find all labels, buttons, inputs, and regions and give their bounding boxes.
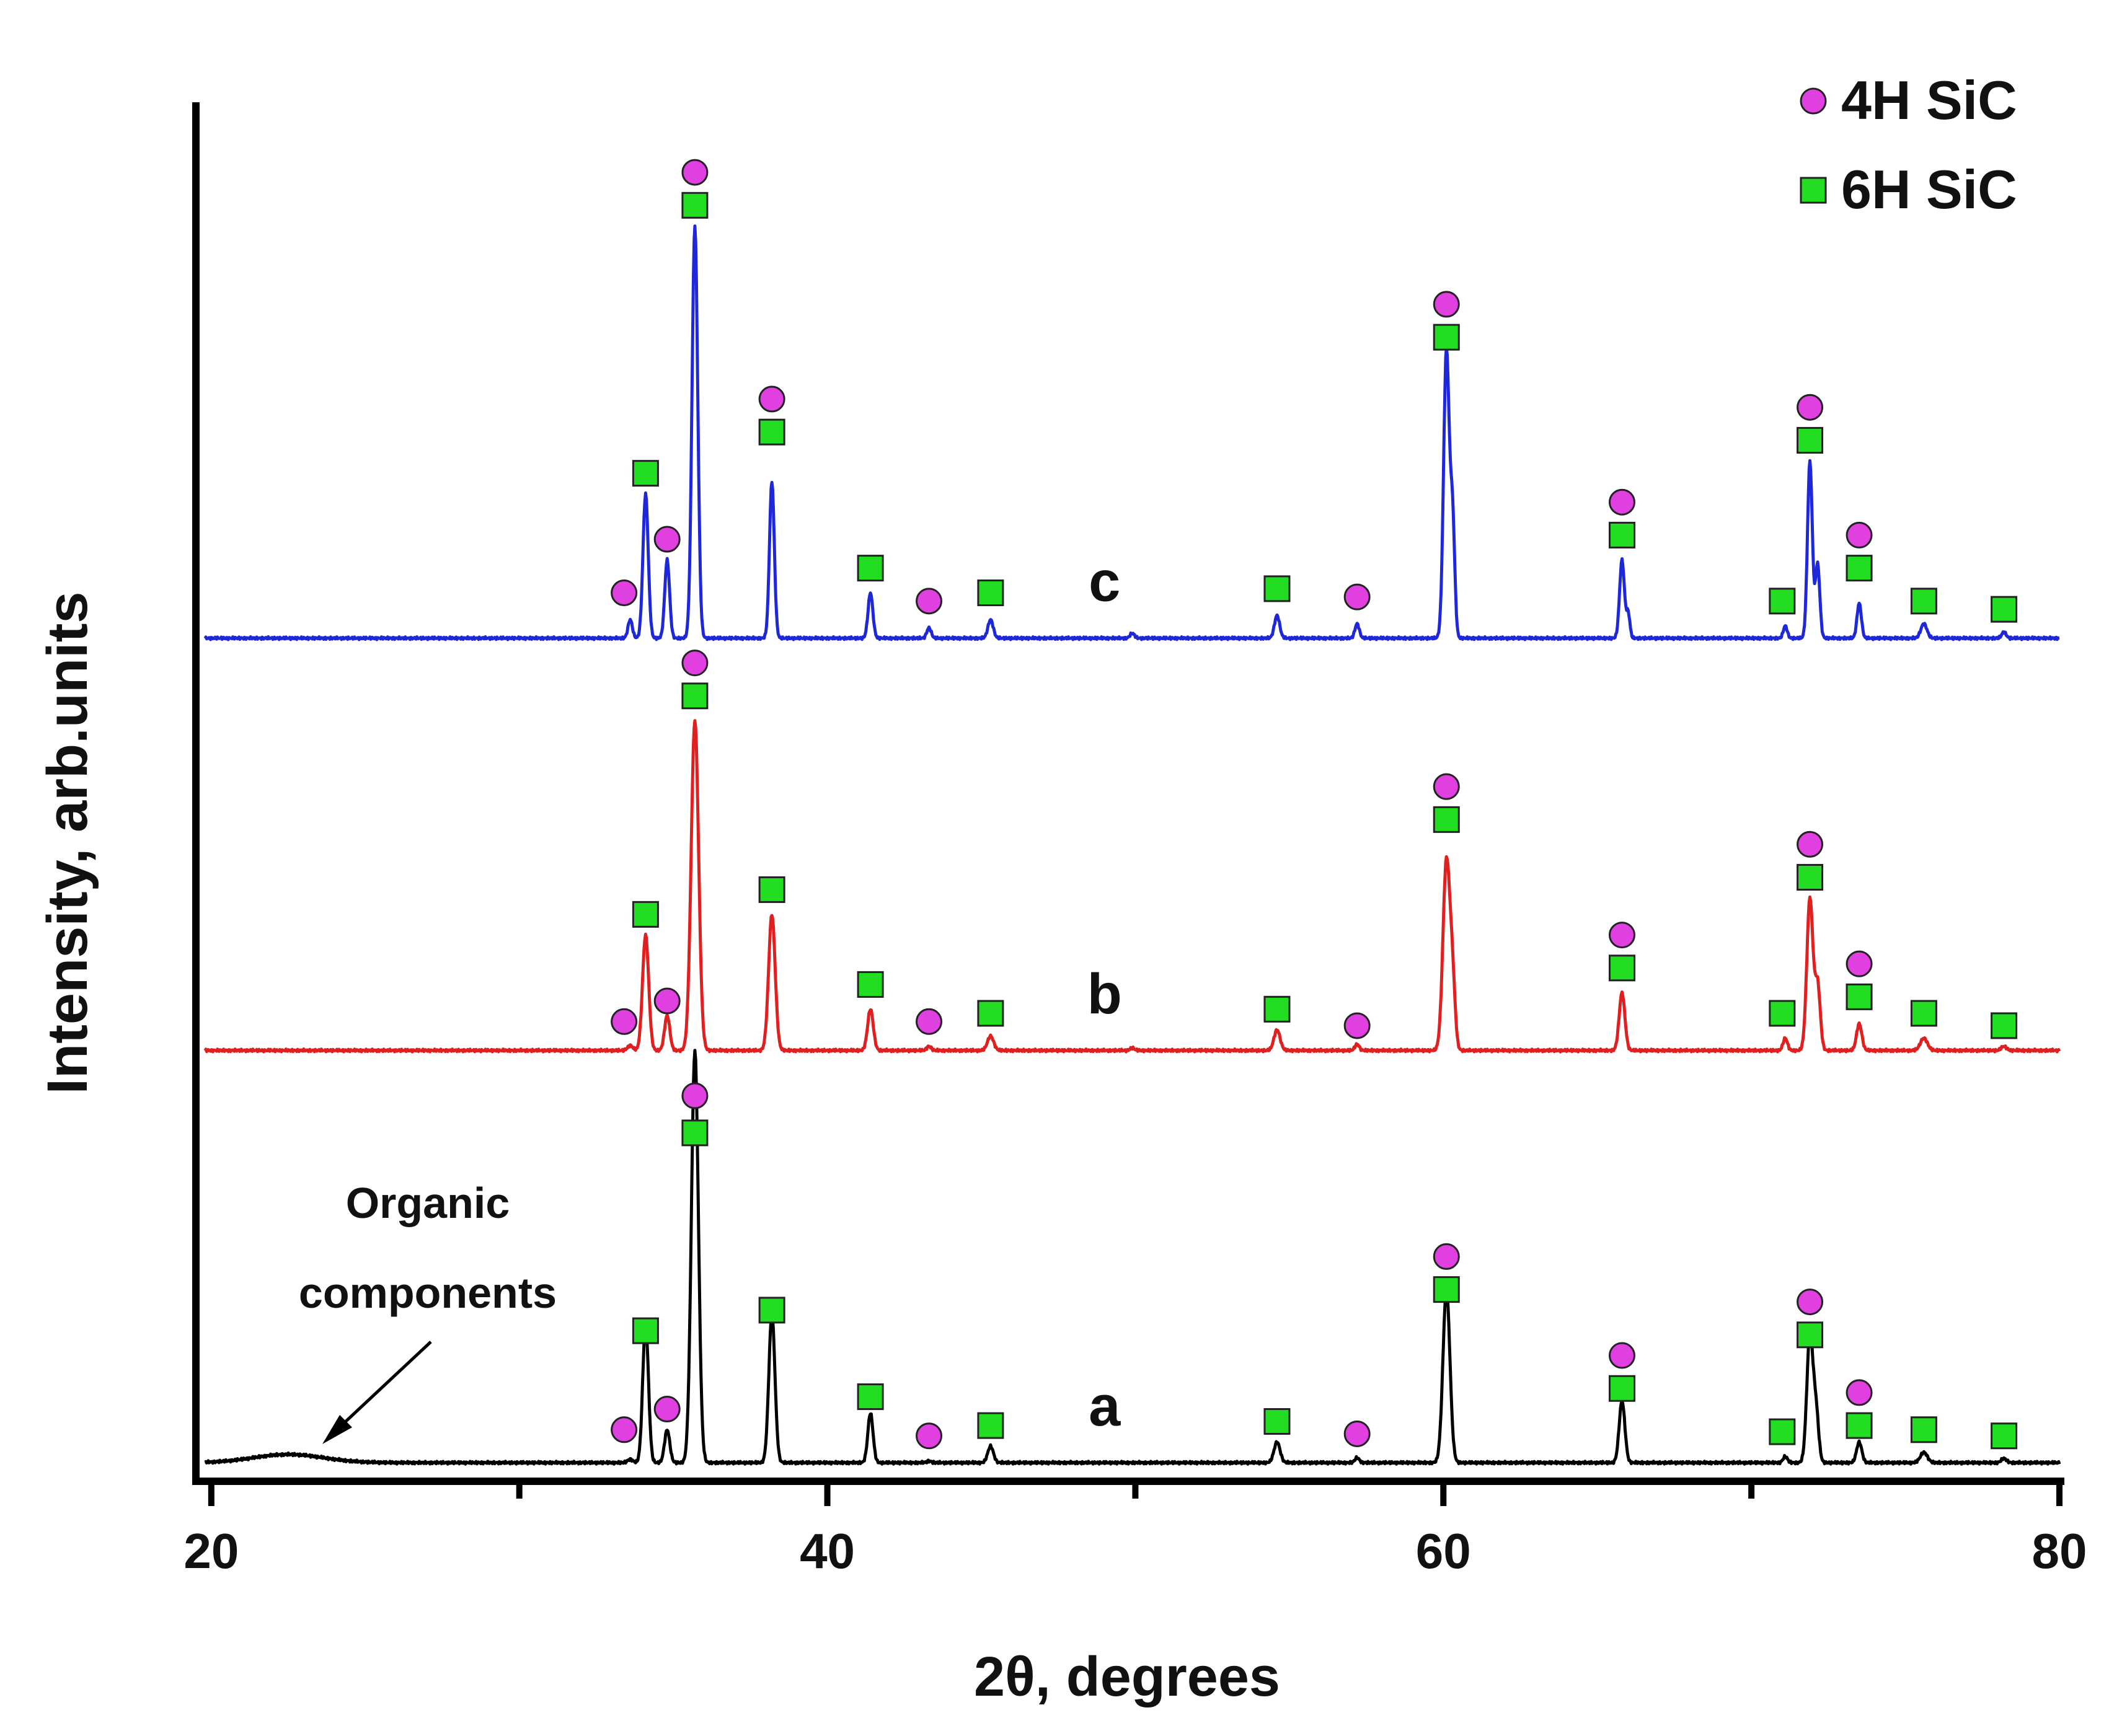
marker-6h-c: [1263, 575, 1291, 602]
markers-layer: [611, 159, 2018, 1450]
marker-6h-b: [1797, 863, 1824, 891]
marker-6h-c: [1608, 521, 1635, 549]
marker-6h-a: [857, 1383, 884, 1411]
annotation-line1: Organic: [346, 1179, 510, 1227]
marker-6h-b: [632, 901, 659, 928]
marker-6h-a: [1797, 1321, 1824, 1349]
marker-4h-a: [1343, 1420, 1371, 1447]
x-ticks: 20 40 60 80: [183, 1481, 2087, 1579]
x-tick-label: 20: [183, 1523, 239, 1579]
marker-4h-a: [653, 1396, 681, 1423]
legend: 4H SiC 6H SiC: [1800, 69, 2017, 220]
marker-4h-c: [1797, 394, 1824, 421]
marker-6h-c: [758, 418, 785, 446]
marker-4h-b: [1433, 773, 1460, 800]
marker-4h-a: [1846, 1379, 1873, 1406]
marker-6h-b: [857, 971, 884, 998]
marker-6h-a: [1991, 1422, 2018, 1450]
annotation-line2: components: [299, 1269, 557, 1317]
marker-6h-b: [758, 876, 785, 903]
marker-6h-b: [1433, 806, 1460, 833]
legend-4h-marker: [1800, 87, 1827, 115]
marker-4h-b: [681, 650, 709, 677]
marker-6h-b: [977, 1000, 1004, 1027]
marker-4h-a: [611, 1416, 638, 1443]
marker-6h-b: [681, 682, 709, 710]
marker-6h-a: [632, 1317, 659, 1344]
marker-6h-c: [681, 192, 709, 219]
x-tick-label: 60: [1416, 1523, 1471, 1579]
marker-6h-b: [1263, 995, 1291, 1023]
series-c-line: [203, 224, 2061, 641]
marker-6h-b: [1769, 1000, 1796, 1027]
marker-4h-c: [758, 386, 785, 413]
marker-6h-a: [1910, 1416, 1937, 1443]
marker-4h-b: [1343, 1012, 1371, 1039]
marker-4h-c: [1608, 488, 1635, 516]
marker-4h-a: [681, 1082, 709, 1109]
marker-4h-c: [916, 588, 943, 615]
marker-4h-a: [916, 1422, 943, 1450]
marker-6h-a: [1433, 1276, 1460, 1303]
series-b-label: b: [1087, 963, 1122, 1026]
y-axis-title: Intensity, arb.units: [36, 591, 99, 1094]
x-tick-label: 80: [2032, 1523, 2087, 1579]
marker-6h-b: [1608, 954, 1635, 982]
marker-4h-c: [681, 159, 709, 186]
marker-6h-c: [1846, 555, 1873, 582]
marker-4h-b: [1608, 922, 1635, 949]
marker-6h-b: [1910, 1000, 1937, 1027]
marker-6h-c: [632, 460, 659, 487]
x-axis-title: 2θ, degrees: [974, 1646, 1280, 1708]
legend-6h-label: 6H SiC: [1841, 159, 2017, 220]
annotation-arrow-head: [322, 1415, 352, 1444]
series-a-line: [204, 1049, 2061, 1466]
marker-4h-c: [653, 526, 681, 553]
marker-6h-c: [977, 579, 1004, 607]
marker-6h-a: [1769, 1418, 1796, 1445]
marker-4h-b: [916, 1008, 943, 1035]
marker-6h-c: [857, 555, 884, 582]
curves-layer: a b c: [203, 224, 2061, 1466]
marker-6h-a: [681, 1119, 709, 1147]
marker-6h-c: [1433, 324, 1460, 351]
marker-4h-b: [1797, 831, 1824, 858]
marker-6h-c: [1910, 588, 1937, 615]
marker-4h-a: [1433, 1243, 1460, 1270]
series-a-label: a: [1089, 1375, 1121, 1438]
legend-6h-marker: [1800, 177, 1827, 204]
marker-4h-c: [611, 579, 638, 607]
organic-annotation: Organic components: [299, 1179, 557, 1444]
marker-6h-a: [1846, 1412, 1873, 1439]
marker-6h-a: [1608, 1375, 1635, 1402]
series-b-line: [203, 719, 2061, 1054]
marker-6h-c: [1769, 588, 1796, 615]
legend-4h-label: 4H SiC: [1841, 69, 2017, 131]
marker-4h-a: [1608, 1342, 1635, 1369]
marker-6h-b: [1991, 1012, 2018, 1039]
marker-6h-c: [1797, 426, 1824, 454]
marker-4h-b: [1846, 950, 1873, 977]
series-c-label: c: [1089, 550, 1120, 614]
marker-4h-b: [653, 987, 681, 1015]
marker-6h-b: [1846, 983, 1873, 1010]
marker-4h-b: [611, 1008, 638, 1035]
marker-6h-c: [1991, 596, 2018, 623]
marker-6h-a: [977, 1412, 1004, 1439]
marker-4h-c: [1343, 583, 1371, 610]
marker-6h-a: [758, 1297, 785, 1324]
x-tick-label: 40: [800, 1523, 855, 1579]
marker-4h-c: [1846, 521, 1873, 549]
marker-4h-a: [1797, 1289, 1824, 1316]
marker-4h-c: [1433, 291, 1460, 318]
marker-6h-a: [1263, 1408, 1291, 1435]
annotation-arrow-shaft: [334, 1341, 432, 1433]
